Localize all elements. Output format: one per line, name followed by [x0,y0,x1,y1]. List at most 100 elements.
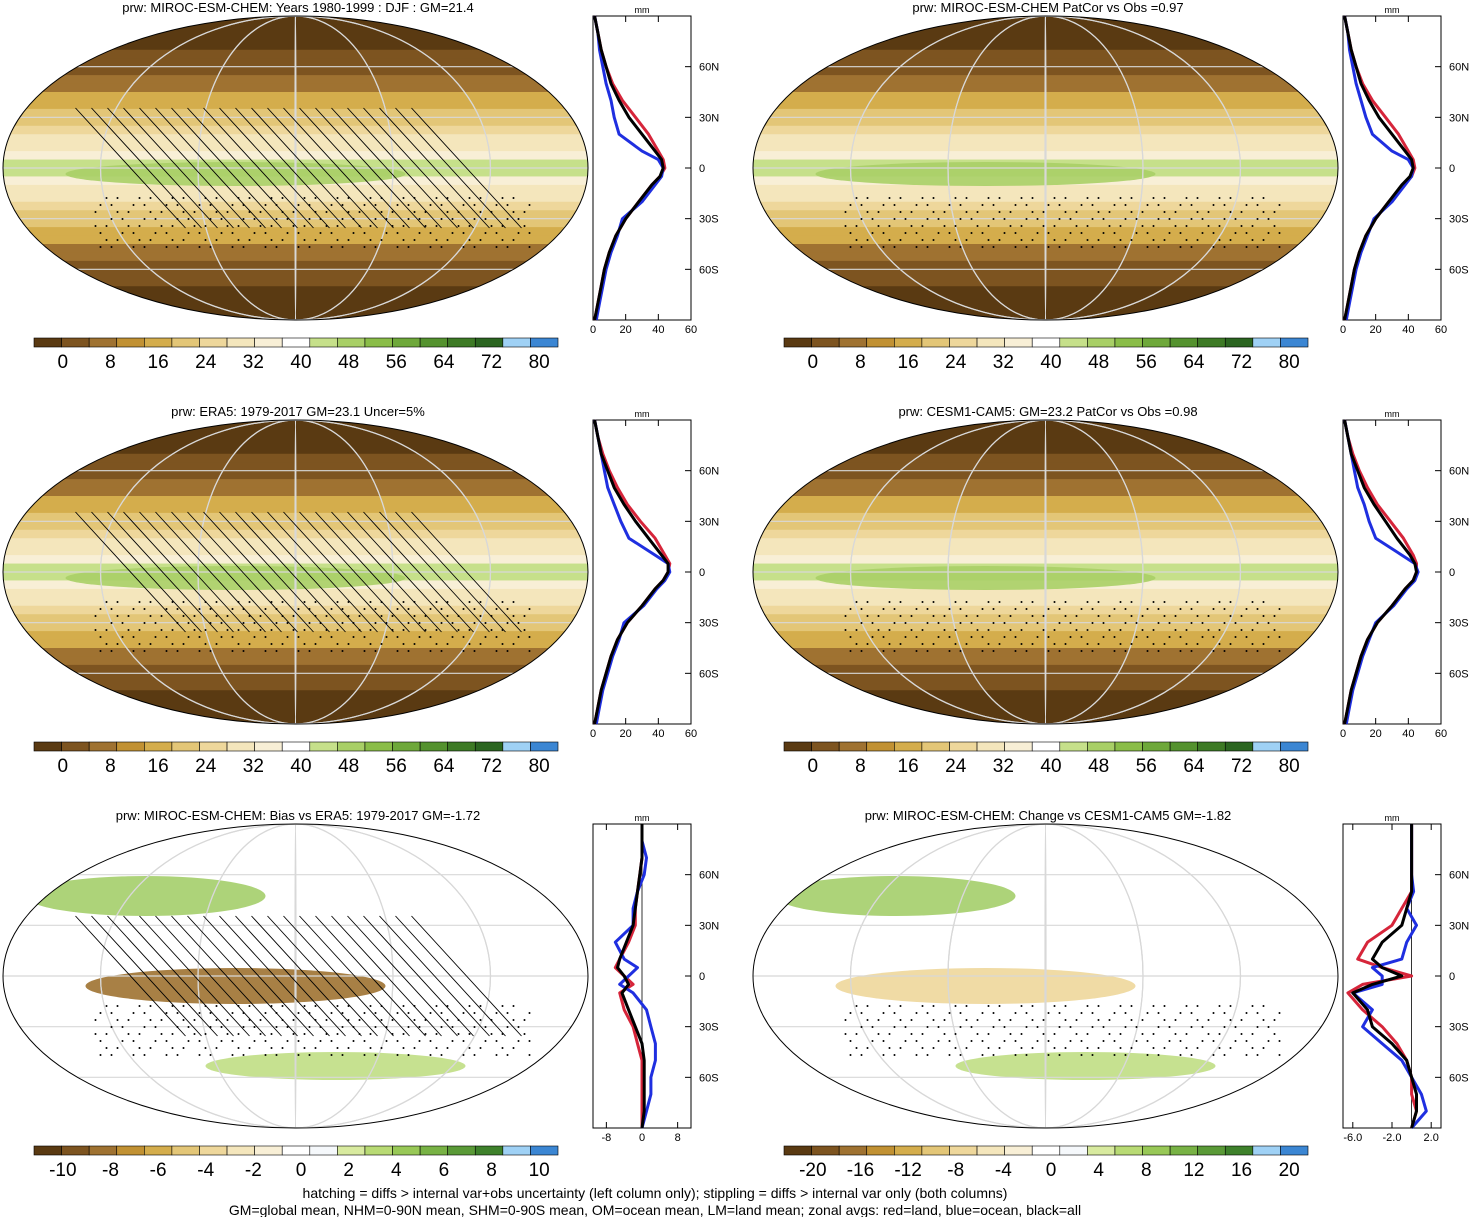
stipple-dot [1146,636,1149,638]
stipple-dot [457,1019,460,1021]
stipple-dot [336,629,339,631]
stipple-dot [275,204,278,206]
stipple-dot [1075,1019,1078,1021]
colorbar-tick-label: 0 [58,756,69,777]
stipple-dot [116,1047,119,1049]
stipple-dot [446,601,449,603]
stipple-dot [954,197,957,199]
stipple-dot [855,225,858,227]
stipple-dot [270,225,273,227]
stipple-dot [275,246,278,248]
stipple-dot [391,225,394,227]
stipple-dot [330,232,333,234]
stipple-dot [899,615,902,617]
stipple-dot [237,239,240,241]
stipple-dot [1069,1026,1072,1028]
zonal-ytick-label: 30N [1449,920,1469,932]
zonal-xtick-label: -6.0 [1343,1132,1362,1144]
colorbar-tick-label: 20 [1279,1160,1300,1181]
stipple-dot [396,204,399,206]
stipple-dot [932,615,935,617]
stipple-dot [495,1012,498,1014]
stipple-dot [1047,650,1050,652]
stipple-dot [976,615,979,617]
stipple-dot [512,1005,515,1007]
stipple-dot [1130,239,1133,241]
stipple-dot [446,197,449,199]
colorbar-swatch [976,337,1005,348]
stippling [94,1005,531,1056]
colorbar-tick-label: 8 [105,756,116,777]
stipple-dot [517,622,520,624]
stipple-dot [1025,1012,1028,1014]
colorbar-swatch [337,1145,366,1156]
stipple-dot [121,622,124,624]
stipple-dot [248,197,251,199]
stipple-dot [921,601,924,603]
colorbar-swatch [1059,741,1088,752]
stipple-dot [523,615,526,617]
stipple-dot [248,615,251,617]
stipple-dot [132,1054,135,1056]
stipple-dot [127,1019,130,1021]
stipple-dot [893,1054,896,1056]
zonal-line-all [1351,824,1418,1129]
stipple-dot [116,615,119,617]
stipple-dot [1053,225,1056,227]
stipple-dot [457,629,460,631]
stipple-dot [479,197,482,199]
stipple-dot [1058,218,1061,220]
stipple-dot [374,608,377,610]
stipple-dot [127,615,130,617]
hatch-line [267,915,378,1037]
colorbar-tick-label: 48 [338,756,359,777]
stipple-dot [992,246,995,248]
stipple-dot [1053,643,1056,645]
map-border [752,419,1339,725]
stipple-dot [193,1033,196,1035]
stipple-dot [1086,629,1089,631]
stipple-dot [1025,650,1028,652]
stipple-dot [932,1047,935,1049]
hatch-line [363,915,474,1037]
stipple-dot [1256,650,1259,652]
stipple-dot [407,1012,410,1014]
stipple-dot [926,1026,929,1028]
stipple-dot [264,608,267,610]
stipple-dot [264,204,267,206]
zonal-ytick-label: 30N [699,516,719,528]
colorbar-swatch [144,741,173,752]
stipple-dot [1223,650,1226,652]
stipple-dot [849,636,852,638]
stipple-dot [517,218,520,220]
colorbar-swatch [392,1145,421,1156]
hatch-line [347,107,458,229]
colorbar-swatch [1224,337,1254,348]
stipple-dot [501,629,504,631]
stipple-dot [187,636,190,638]
colorbar-tick-label: 56 [1136,756,1157,777]
stipple-dot [341,1012,344,1014]
colorbar-swatch [116,337,145,348]
stipple-dot [165,246,168,248]
stipple-dot [462,636,465,638]
colorbar-swatch [921,741,950,752]
stipple-dot [292,225,295,227]
stipple-dot [347,197,350,199]
stipple-dot [209,1026,212,1028]
stipple-dot [943,615,946,617]
stipple-dot [1152,601,1155,603]
stipple-dot [451,232,454,234]
stipple-dot [1218,1005,1221,1007]
stipple-dot [215,197,218,199]
stipple-dot [110,1026,113,1028]
stipple-dot [495,608,498,610]
stipple-dot [1278,1040,1281,1042]
stipple-dot [187,218,190,220]
graticule-lon [197,824,394,1128]
stipple-dot [1273,225,1276,227]
stipple-dot [1058,246,1061,248]
hatch-line [187,511,298,633]
stipple-dot [512,643,515,645]
stipple-dot [981,1040,984,1042]
